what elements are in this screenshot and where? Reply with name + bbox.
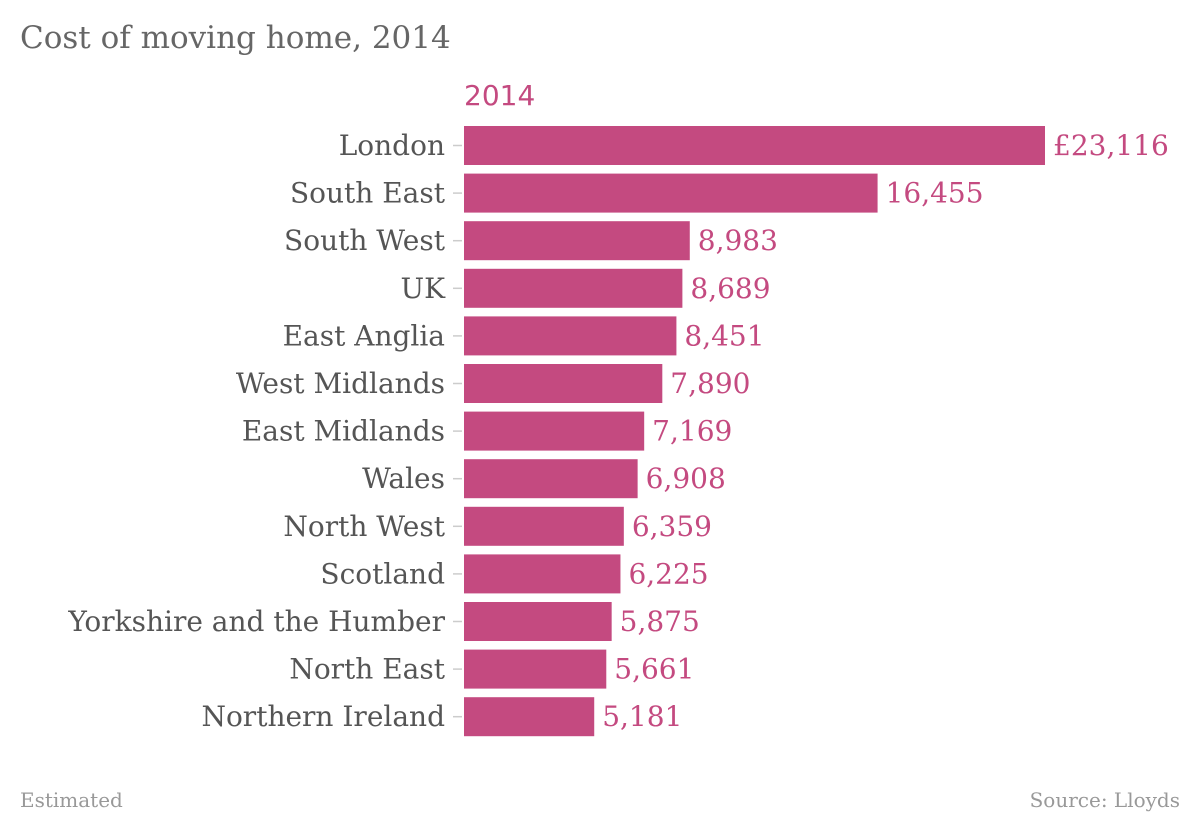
footer-source: Source: Lloyds [1029, 788, 1180, 812]
bar-row: Wales 6,908 [362, 459, 726, 499]
bar [464, 364, 663, 403]
value-label: 7,169 [652, 415, 732, 448]
value-label: 5,661 [614, 653, 694, 686]
bar-row: Northern Ireland 5,181 [201, 697, 682, 737]
value-label: 6,908 [646, 462, 726, 495]
category-label: South East [290, 177, 446, 210]
bar-row: South East 16,455 [290, 173, 984, 213]
category-label: East Midlands [242, 415, 445, 448]
bar-row: South West 8,983 [284, 221, 778, 261]
value-label: 6,225 [628, 557, 708, 590]
bar-row: Scotland 6,225 [320, 554, 709, 594]
category-label: North West [283, 510, 445, 543]
footer-note: Estimated [20, 788, 123, 812]
chart-title: Cost of moving home, 2014 [20, 20, 451, 56]
category-label: East Anglia [283, 319, 445, 352]
value-label: 8,451 [684, 319, 764, 352]
bar-row: North East 5,661 [289, 649, 694, 689]
value-label: 8,689 [690, 272, 770, 305]
bar-row: London £23,116 [339, 126, 1169, 165]
series-label: 2014 [464, 79, 535, 112]
bar [464, 268, 683, 308]
bar [464, 411, 645, 451]
category-label: UK [400, 272, 446, 305]
bar [464, 649, 607, 689]
category-label: North East [289, 653, 445, 686]
bar-row: East Midlands 7,169 [242, 411, 732, 451]
category-label: Scotland [320, 557, 445, 590]
bar [464, 697, 595, 737]
bar-row: North West 6,359 [283, 506, 712, 546]
bar-row: UK 8,689 [400, 268, 771, 308]
value-label: 6,359 [632, 510, 712, 543]
bar [464, 126, 1045, 165]
bar [464, 459, 638, 499]
bar [464, 316, 677, 356]
bar-row: West Midlands 7,890 [236, 364, 750, 403]
bar-row: East Anglia 8,451 [283, 316, 765, 356]
bar-row: Yorkshire and the Humber 5,875 [67, 602, 700, 641]
value-label: 16,455 [886, 177, 984, 210]
category-label: London [339, 129, 445, 162]
value-label: 5,181 [602, 700, 682, 733]
category-label: Wales [362, 462, 445, 495]
value-label: 7,890 [670, 367, 750, 400]
category-label: Yorkshire and the Humber [67, 605, 445, 638]
category-label: West Midlands [236, 367, 445, 400]
bar [464, 173, 878, 213]
category-label: South West [284, 224, 446, 257]
value-label: £23,116 [1053, 129, 1169, 162]
value-label: 8,983 [698, 224, 778, 257]
bar [464, 221, 690, 261]
category-label: Northern Ireland [201, 700, 445, 733]
bar [464, 602, 612, 641]
bar [464, 554, 621, 594]
bar [464, 506, 624, 546]
value-label: 5,875 [620, 605, 700, 638]
